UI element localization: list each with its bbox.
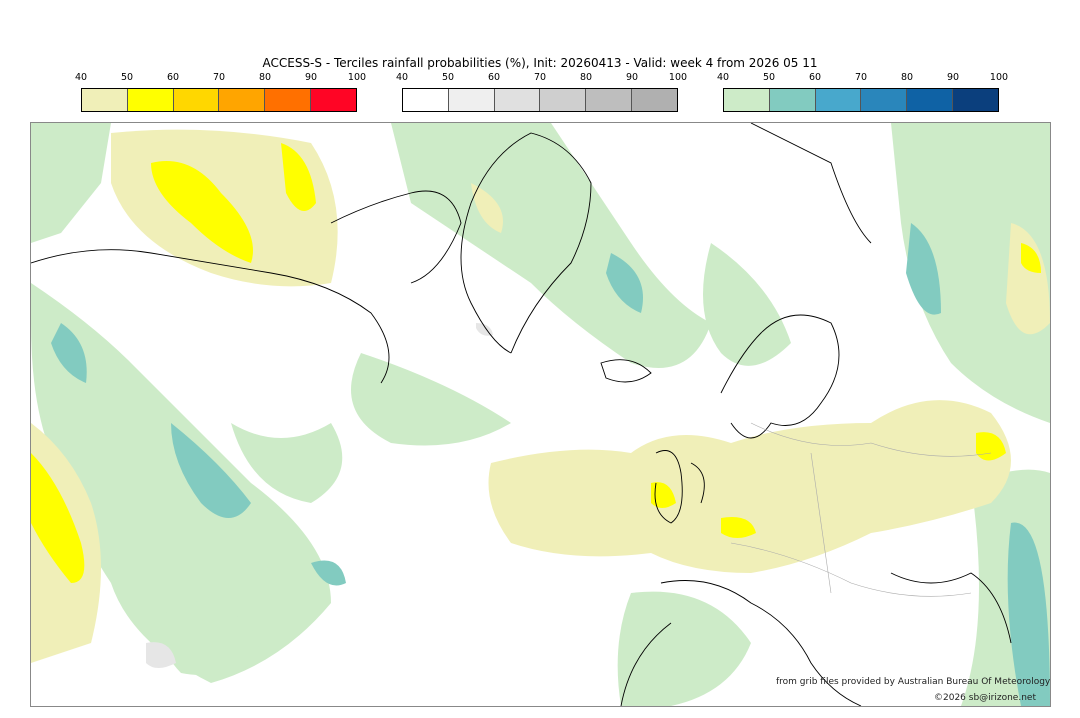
legend-tick-label: 60: [166, 72, 180, 83]
legend-tick-label: 80: [258, 72, 272, 83]
legend-near-normal: 40 50 60 70 80 90 100: [396, 72, 687, 112]
legend-tick-label: 50: [120, 72, 134, 83]
legend-swatch: [586, 89, 633, 111]
legend-swatch: [173, 89, 220, 111]
legend-swatch: [448, 89, 495, 111]
legend-swatch: [127, 89, 174, 111]
below-normal-strong-areas: [51, 223, 1050, 706]
chart-title: ACCESS-S - Terciles rainfall probabiliti…: [262, 56, 818, 70]
legend-tick-label: 40: [395, 72, 409, 83]
legend-swatch: [311, 89, 356, 111]
legend-swatch: [540, 89, 587, 111]
legend-tick-label: 50: [441, 72, 455, 83]
legend-tick-label: 50: [762, 72, 776, 83]
legend-swatch: [403, 89, 449, 111]
map-svg: [31, 123, 1050, 706]
legend-swatch: [907, 89, 954, 111]
legend-tick-label: 90: [946, 72, 960, 83]
legend-tick-label: 80: [579, 72, 593, 83]
legend-swatch: [265, 89, 312, 111]
legend-colorbar: [81, 88, 357, 112]
legend-ticks: 40 50 60 70 80 90 100: [717, 72, 1008, 86]
legend-colorbar: [402, 88, 678, 112]
above-normal-strong-areas: [31, 143, 1041, 583]
legend-tick-label: 60: [487, 72, 501, 83]
legend-tick-label: 100: [668, 72, 688, 83]
legend-swatch: [861, 89, 908, 111]
legend-swatch: [82, 89, 128, 111]
legend-colorbar: [723, 88, 999, 112]
source-credit: from grib files provided by Australian B…: [776, 677, 1051, 687]
legend-swatch: [769, 89, 816, 111]
legend-tick-label: 90: [304, 72, 318, 83]
legend-swatch: [494, 89, 541, 111]
legend-tick-label: 40: [74, 72, 88, 83]
legend-tick-label: 100: [347, 72, 367, 83]
legend-ticks: 40 50 60 70 80 90 100: [75, 72, 366, 86]
probability-map: [30, 122, 1051, 707]
legend-tick-label: 60: [808, 72, 822, 83]
legend-tick-label: 100: [989, 72, 1009, 83]
legend-swatch: [953, 89, 998, 111]
legend-below-normal: 40 50 60 70 80 90 100: [717, 72, 1008, 112]
legend-swatch: [815, 89, 862, 111]
copyright-credit: ©2026 sb@irizone.net: [934, 693, 1036, 703]
legend-tick-label: 70: [533, 72, 547, 83]
legend-above-normal: 40 50 60 70 80 90 100: [75, 72, 366, 112]
legend-ticks: 40 50 60 70 80 90 100: [396, 72, 687, 86]
legend-swatch: [219, 89, 266, 111]
legend-tick-label: 70: [854, 72, 868, 83]
legend-swatch: [724, 89, 770, 111]
legend-tick-label: 40: [716, 72, 730, 83]
coastlines: [31, 123, 1012, 706]
legend-tick-label: 80: [900, 72, 914, 83]
legend-tick-label: 70: [212, 72, 226, 83]
legend-swatch: [632, 89, 677, 111]
borders: [730, 422, 992, 597]
legend-tick-label: 90: [625, 72, 639, 83]
